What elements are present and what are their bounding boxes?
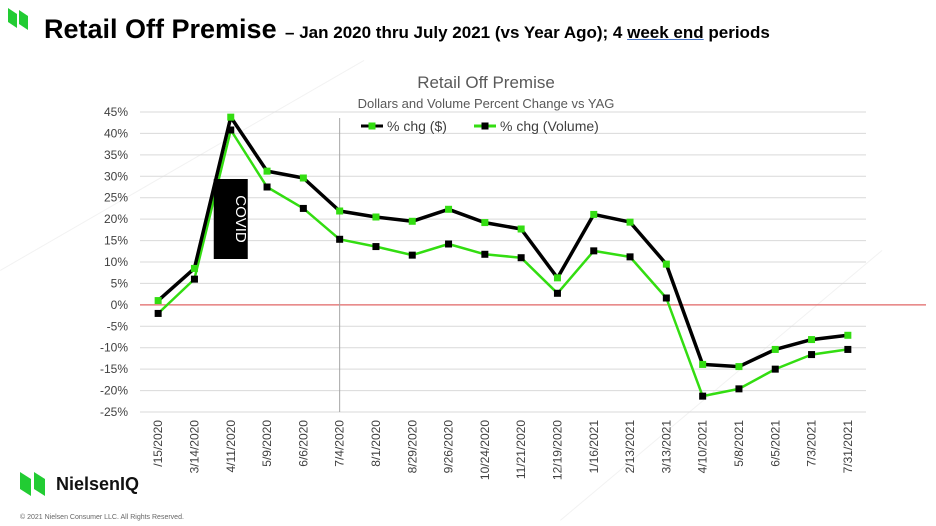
data-point-dollars xyxy=(154,297,162,305)
data-point-volume xyxy=(299,204,307,212)
x-tick-label: 12/19/2020 xyxy=(550,420,564,480)
niq-logo-icon xyxy=(8,8,28,30)
legend-label: % chg ($) xyxy=(387,118,447,134)
subtitle-prefix: – Jan 2020 thru July 2021 (vs Year Ago);… xyxy=(285,23,628,42)
y-tick-label: 20% xyxy=(104,212,128,226)
x-tick-label: 7/4/2020 xyxy=(333,420,347,467)
y-tick-label: 30% xyxy=(104,169,128,183)
data-point-volume xyxy=(481,250,489,258)
data-point-dollars xyxy=(408,217,416,225)
data-point-dollars xyxy=(735,363,743,371)
x-tick-label: /15/2020 xyxy=(151,420,165,467)
data-point-volume xyxy=(517,254,525,262)
x-tick-label: 11/21/2020 xyxy=(514,420,528,479)
data-point-volume xyxy=(662,294,670,302)
y-tick-label: 5% xyxy=(111,276,129,290)
x-tick-label: 4/10/2021 xyxy=(696,420,710,474)
data-point-dollars xyxy=(227,113,235,121)
y-tick-label: 40% xyxy=(104,126,128,140)
x-tick-label: 9/26/2020 xyxy=(442,420,456,474)
x-tick-label: 3/14/2020 xyxy=(187,420,201,474)
x-tick-label: 8/29/2020 xyxy=(405,420,419,474)
series-line-dollars xyxy=(157,115,849,369)
title-main: Retail Off Premise xyxy=(44,14,277,44)
brand-name: NielsenIQ xyxy=(56,473,140,494)
copyright-text: © 2021 Nielsen Consumer LLC. All Rights … xyxy=(20,514,184,521)
x-tick-label: 6/6/2020 xyxy=(296,420,310,467)
annotation-label: COVID xyxy=(232,195,249,243)
data-point-dollars xyxy=(771,345,779,353)
data-point-dollars xyxy=(662,260,670,268)
x-tick-label: 2/13/2021 xyxy=(623,420,637,474)
x-tick-label: 8/1/2020 xyxy=(369,420,383,467)
data-point-dollars xyxy=(445,205,453,213)
data-point-dollars xyxy=(844,331,852,339)
y-tick-label: 45% xyxy=(104,105,128,119)
y-tick-label: -25% xyxy=(100,405,128,419)
data-point-dollars xyxy=(553,274,561,282)
data-point-dollars xyxy=(626,218,634,226)
legend-label: % chg (Volume) xyxy=(500,118,599,134)
data-point-dollars xyxy=(190,264,198,272)
data-point-dollars xyxy=(517,225,525,233)
chart-title: Retail Off Premise xyxy=(417,73,555,92)
data-point-dollars xyxy=(481,219,489,227)
data-point-volume xyxy=(735,385,743,393)
x-tick-label: 3/13/2021 xyxy=(659,420,673,474)
y-tick-label: 25% xyxy=(104,191,128,205)
niq-brand-icon xyxy=(20,472,45,496)
data-point-dollars xyxy=(336,207,344,215)
y-tick-label: -10% xyxy=(100,341,128,355)
data-point-dollars xyxy=(590,210,598,218)
x-tick-label: 4/11/2020 xyxy=(224,420,238,473)
annotation-box xyxy=(213,179,248,259)
data-point-volume xyxy=(699,392,707,400)
data-point-dollars xyxy=(263,167,271,175)
x-tick-label: 6/5/2021 xyxy=(768,420,782,467)
data-point-volume xyxy=(408,251,416,259)
page-title: Retail Off Premise – Jan 2020 thru July … xyxy=(44,14,770,45)
data-point-volume xyxy=(808,351,816,359)
y-tick-label: -5% xyxy=(107,319,129,333)
data-point-volume xyxy=(553,289,561,297)
y-tick-label: 15% xyxy=(104,234,128,248)
data-point-volume xyxy=(336,235,344,243)
data-point-volume xyxy=(227,126,235,134)
data-point-dollars xyxy=(372,213,380,221)
brand-logo: NielsenIQ xyxy=(20,472,139,496)
data-point-volume xyxy=(263,183,271,191)
legend-swatch-marker xyxy=(481,122,489,130)
data-point-volume xyxy=(844,345,852,353)
title-subtitle: – Jan 2020 thru July 2021 (vs Year Ago);… xyxy=(285,23,770,42)
legend-swatch-marker xyxy=(368,122,376,130)
chart-subtitle: Dollars and Volume Percent Change vs YAG xyxy=(358,96,615,111)
y-tick-label: 35% xyxy=(104,148,128,162)
data-point-dollars xyxy=(699,360,707,368)
data-point-volume xyxy=(626,253,634,261)
x-tick-label: 7/3/2021 xyxy=(805,420,819,467)
data-point-volume xyxy=(445,240,453,248)
x-tick-label: 5/8/2021 xyxy=(732,420,746,467)
subtitle-link[interactable]: week end xyxy=(627,23,704,42)
x-tick-label: 1/16/2021 xyxy=(587,420,601,474)
data-point-volume xyxy=(154,309,162,317)
data-point-volume xyxy=(590,247,598,255)
x-tick-label: 5/9/2020 xyxy=(260,420,274,467)
subtitle-suffix: periods xyxy=(703,23,770,42)
y-tick-label: 10% xyxy=(104,255,128,269)
data-point-volume xyxy=(771,365,779,373)
data-point-volume xyxy=(372,243,380,251)
data-point-dollars xyxy=(808,336,816,344)
y-tick-label: -20% xyxy=(100,384,128,398)
y-tick-label: 0% xyxy=(111,298,129,312)
data-point-volume xyxy=(190,275,198,283)
y-tick-label: -15% xyxy=(100,362,128,376)
series-line-volume xyxy=(157,128,848,398)
x-tick-label: 10/24/2020 xyxy=(478,420,492,480)
x-tick-label: 7/31/2021 xyxy=(841,420,855,474)
data-point-dollars xyxy=(299,174,307,182)
